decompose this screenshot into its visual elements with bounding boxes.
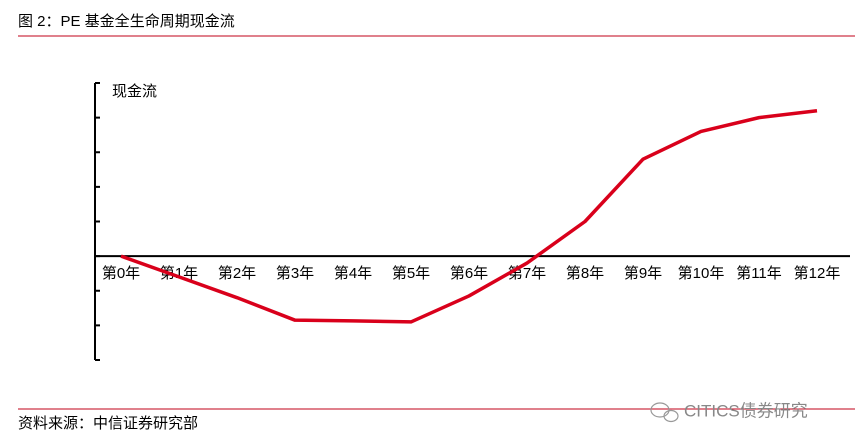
x-tick-label: 第5年 bbox=[392, 264, 430, 282]
x-tick-label: 第2年 bbox=[218, 264, 256, 282]
data-line bbox=[120, 108, 818, 324]
source: 资料来源：中信证券研究部 bbox=[18, 415, 198, 432]
x-tick-label: 第7年 bbox=[508, 264, 546, 282]
x-tick-label: 第4年 bbox=[334, 264, 372, 282]
watermark-icon bbox=[650, 402, 679, 423]
x-tick-label: 第12年 bbox=[794, 264, 841, 282]
x-tick-label: 第0年 bbox=[102, 264, 140, 282]
x-tick-label: 第10年 bbox=[678, 264, 725, 282]
x-tick-label: 第1年 bbox=[160, 264, 198, 282]
chart-title: 图 2：PE 基金全生命周期现金流 bbox=[18, 12, 235, 30]
y-axis-label: 现金流 bbox=[112, 83, 157, 100]
x-tick-label: 第8年 bbox=[566, 264, 604, 282]
x-tick-label: 第11年 bbox=[736, 264, 782, 282]
watermark: CITICS债券研究 bbox=[684, 401, 808, 420]
x-tick-label: 第6年 bbox=[450, 264, 488, 282]
x-tick-label: 第3年 bbox=[276, 264, 314, 282]
x-tick-label: 第9年 bbox=[624, 264, 662, 282]
